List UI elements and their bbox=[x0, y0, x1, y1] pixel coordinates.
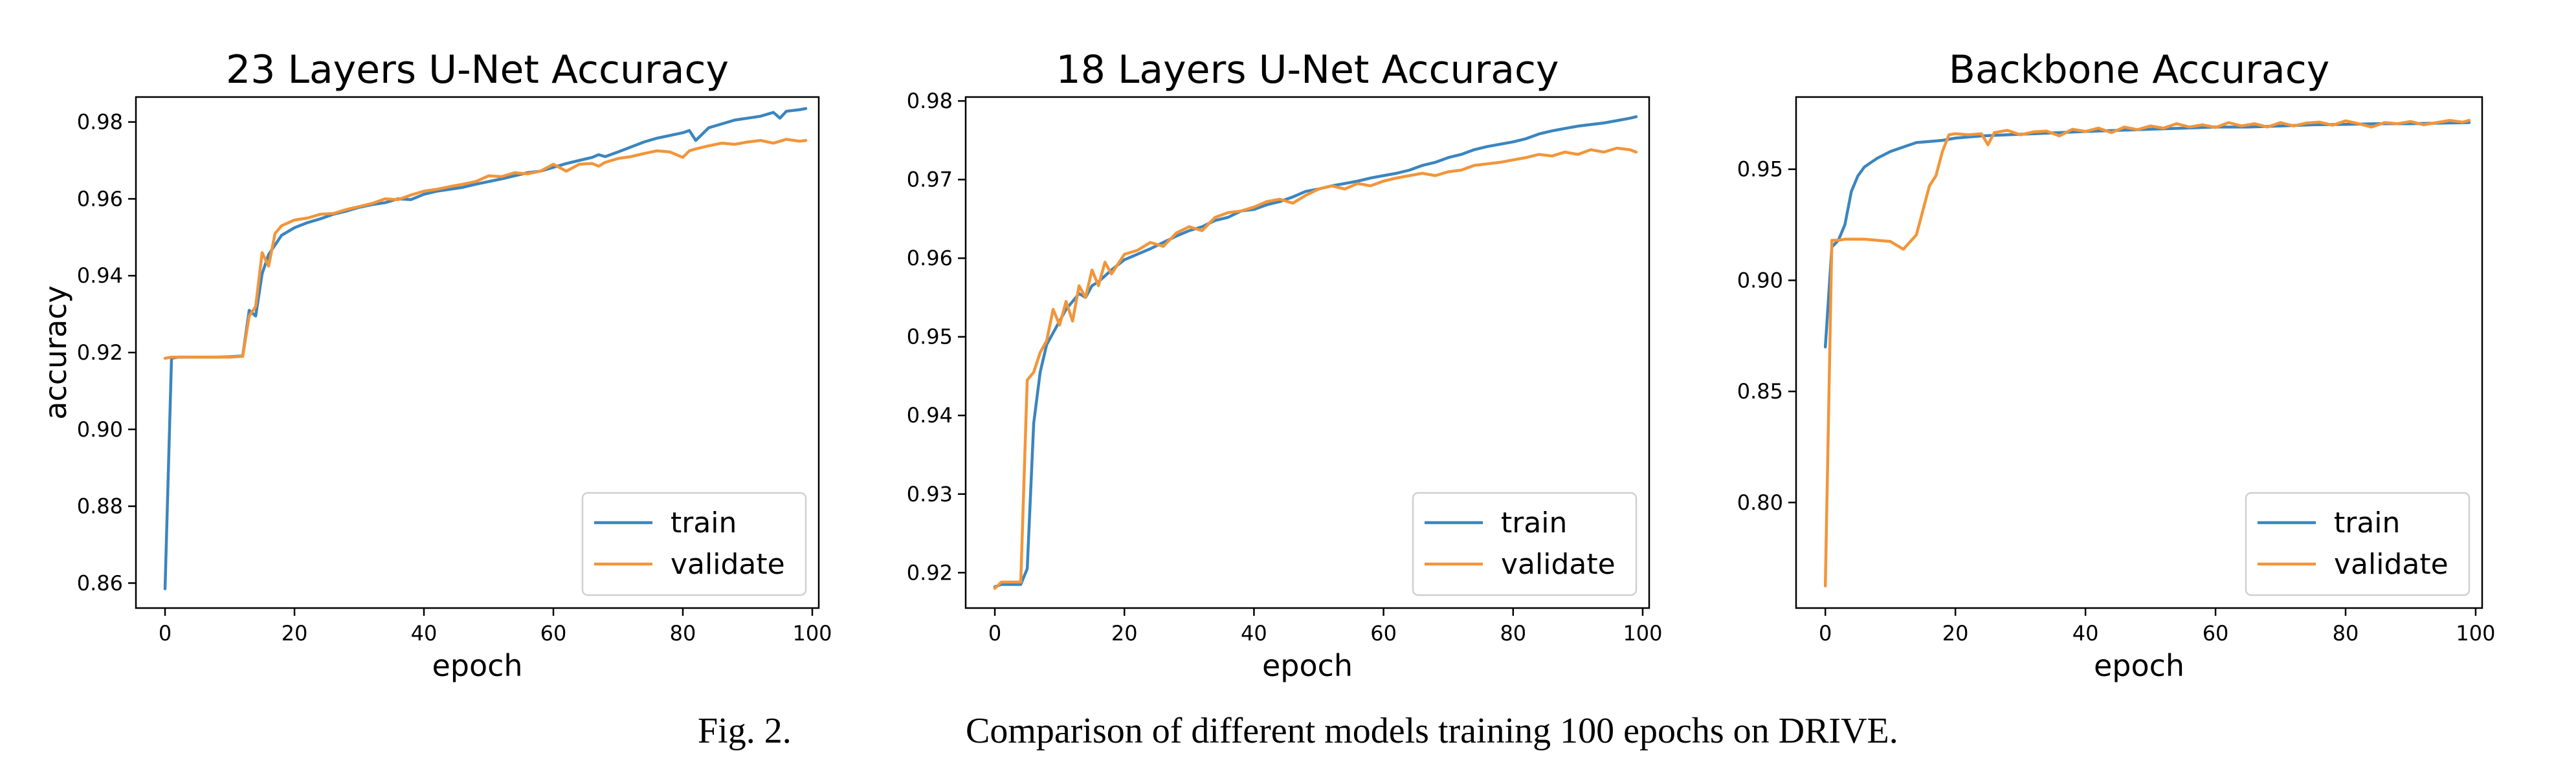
y-tick-label: 0.80 bbox=[1737, 490, 1783, 515]
y-tick-label: 0.94 bbox=[907, 403, 953, 428]
y-tick-label: 0.90 bbox=[1737, 268, 1783, 292]
caption-label: Fig. 2. bbox=[698, 711, 792, 751]
figure-caption: Fig. 2. Comparison of different models t… bbox=[0, 710, 2576, 756]
y-tick-label: 0.95 bbox=[907, 325, 953, 349]
x-tick-label: 0 bbox=[159, 621, 172, 646]
x-axis-label: epoch bbox=[2094, 648, 2184, 683]
y-tick-label: 0.96 bbox=[77, 186, 123, 211]
x-tick-label: 0 bbox=[988, 621, 1001, 646]
plot-frame bbox=[1795, 96, 2483, 609]
y-tick-label: 0.93 bbox=[907, 482, 953, 506]
legend: train validate bbox=[1412, 492, 1638, 596]
x-tick-label: 40 bbox=[411, 621, 438, 646]
x-tick-label: 80 bbox=[2333, 621, 2359, 646]
chart-title: Backbone Accuracy bbox=[1949, 47, 2329, 93]
legend: train validate bbox=[2245, 492, 2471, 596]
legend-label-train: train bbox=[671, 506, 737, 539]
x-tick-label: 20 bbox=[1111, 621, 1138, 646]
series-line-train bbox=[1823, 121, 2471, 349]
y-tick-label: 0.88 bbox=[77, 494, 123, 519]
series-line-validate bbox=[163, 138, 808, 360]
x-axis-label: epoch bbox=[1262, 648, 1353, 683]
x-tick-label: 20 bbox=[1942, 621, 1969, 646]
chart-1: 23 Layers U-Net Accuracy 0 20 40 60 80 100 0.86… bbox=[38, 47, 832, 683]
chart-3: Backbone Accuracy 0 20 40 60 80 100 0.80 0.85 0.9… bbox=[1737, 47, 2496, 683]
y-tick-label: 0.85 bbox=[1737, 379, 1783, 404]
x-tick-label: 80 bbox=[670, 621, 696, 646]
x-tick-label: 100 bbox=[1623, 621, 1662, 646]
x-tick-label: 40 bbox=[2072, 621, 2099, 646]
legend-box bbox=[1412, 492, 1638, 596]
x-tick-label: 60 bbox=[540, 621, 567, 646]
series-line-validate bbox=[1823, 118, 2471, 587]
y-tick-label: 0.90 bbox=[77, 417, 123, 442]
x-tick-label: 40 bbox=[1241, 621, 1267, 646]
y-axis-label: accuracy bbox=[38, 285, 73, 420]
chart-title: 23 Layers U-Net Accuracy bbox=[226, 47, 729, 93]
figure: 23 Layers U-Net Accuracy 0 20 40 60 80 100 0.86… bbox=[38, 47, 2496, 683]
legend-box bbox=[2245, 492, 2471, 596]
legend-label-validate: validate bbox=[671, 548, 785, 581]
x-tick-label: 0 bbox=[1819, 621, 1832, 646]
caption-text: Comparison of different models training … bbox=[966, 711, 1898, 751]
y-tick-label: 0.98 bbox=[907, 89, 953, 113]
y-tick-label: 0.95 bbox=[1737, 157, 1783, 182]
series-line-train bbox=[993, 115, 1638, 589]
plot-frame bbox=[964, 96, 1650, 609]
series-line-train bbox=[163, 107, 808, 591]
legend: train validate bbox=[581, 492, 807, 596]
chart-2: 18 Layers U-Net Accuracy 0 20 40 60 80 100 0.92… bbox=[907, 47, 1663, 683]
y-tick-label: 0.92 bbox=[907, 560, 953, 585]
y-tick-label: 0.92 bbox=[77, 340, 123, 365]
legend-label-validate: validate bbox=[1501, 548, 1616, 581]
y-tick-label: 0.94 bbox=[77, 263, 123, 288]
x-tick-label: 60 bbox=[2203, 621, 2229, 646]
y-tick-label: 0.96 bbox=[907, 246, 953, 270]
legend-label-train: train bbox=[1501, 506, 1567, 539]
x-tick-label: 100 bbox=[2456, 621, 2495, 646]
legend-box bbox=[581, 492, 807, 596]
y-tick-label: 0.97 bbox=[907, 168, 953, 192]
y-tick-label: 0.98 bbox=[77, 110, 123, 135]
x-axis-label: epoch bbox=[432, 648, 522, 683]
series-line-validate bbox=[993, 146, 1638, 590]
x-tick-label: 20 bbox=[282, 621, 308, 646]
plot-frame bbox=[135, 96, 820, 609]
legend-label-train: train bbox=[2334, 506, 2400, 539]
x-tick-label: 100 bbox=[792, 621, 832, 646]
y-tick-label: 0.86 bbox=[77, 571, 123, 595]
chart-title: 18 Layers U-Net Accuracy bbox=[1056, 47, 1559, 93]
legend-label-validate: validate bbox=[2334, 548, 2448, 581]
x-tick-label: 60 bbox=[1370, 621, 1397, 646]
x-tick-label: 80 bbox=[1500, 621, 1526, 646]
